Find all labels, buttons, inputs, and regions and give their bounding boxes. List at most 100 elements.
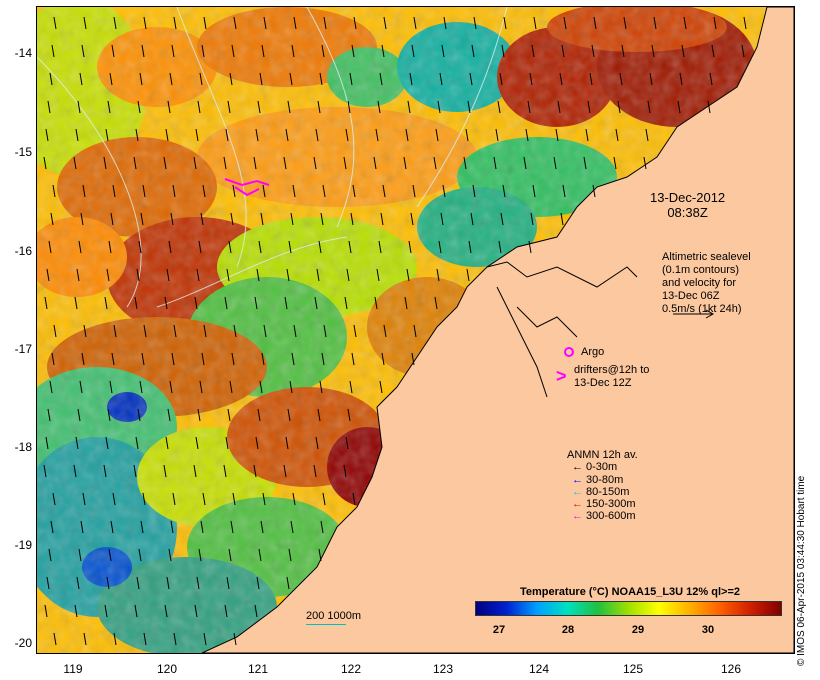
- velocity-arrow: [413, 324, 417, 338]
- lat-tick-label: -14: [14, 46, 32, 60]
- velocity-arrow: [43, 464, 47, 478]
- velocity-arrow: [47, 100, 51, 114]
- velocity-arrow: [713, 16, 717, 30]
- velocity-arrow: [233, 632, 237, 646]
- velocity-arrow: [257, 408, 261, 422]
- velocity-arrow: [78, 240, 82, 254]
- velocity-arrow: [105, 128, 109, 142]
- velocity-arrow: [136, 268, 140, 282]
- drifter-label: drifters@12h to 13-Dec 12Z: [574, 364, 649, 390]
- velocity-arrow: [111, 44, 115, 58]
- velocity-arrow: [409, 72, 413, 86]
- velocity-arrow: [623, 16, 627, 30]
- altimetry-line: and velocity for: [662, 277, 736, 289]
- lat-tick-label: -20: [14, 636, 32, 650]
- legend-item-label: 80-150m: [586, 486, 630, 498]
- velocity-scale-arrow: [673, 309, 715, 319]
- velocity-arrow: [77, 100, 81, 114]
- legend-item: ← 150-300m: [572, 498, 636, 510]
- velocity-arrow: [134, 296, 138, 310]
- velocity-arrow: [164, 296, 168, 310]
- velocity-arrow: [143, 632, 147, 646]
- velocity-arrow: [290, 520, 294, 534]
- velocity-arrow: [76, 576, 80, 590]
- velocity-arrow: [352, 184, 356, 198]
- velocity-arrow: [283, 156, 287, 170]
- velocity-arrow: [261, 352, 265, 366]
- arrow-icon: ←: [572, 461, 583, 473]
- velocity-arrow: [443, 16, 447, 30]
- velocity-arrow: [83, 632, 87, 646]
- lon-tick-label: 124: [528, 662, 550, 676]
- velocity-arrow: [171, 352, 175, 366]
- velocity-arrow: [350, 212, 354, 226]
- velocity-arrow: [165, 128, 169, 142]
- velocity-arrow: [285, 128, 289, 142]
- velocity-arrow: [197, 408, 201, 422]
- velocity-arrow: [202, 492, 206, 506]
- velocity-arrow: [473, 16, 477, 30]
- velocity-arrow: [621, 44, 625, 58]
- colorbar-tick: 29: [631, 624, 645, 636]
- velocity-arrow: [229, 72, 233, 86]
- drifter-symbol: >: [556, 366, 567, 386]
- velocity-arrow: [619, 72, 623, 86]
- velocity-arrow: [467, 100, 471, 114]
- velocity-arrow: [165, 436, 169, 450]
- velocity-arrow: [563, 16, 567, 30]
- velocity-arrow: [196, 268, 200, 282]
- drifter-line: drifters@12h to: [574, 364, 650, 376]
- lon-tick-label: 125: [622, 662, 644, 676]
- velocity-arrow: [405, 128, 409, 142]
- velocity-arrow: [442, 184, 446, 198]
- velocity-arrow: [258, 548, 262, 562]
- velocity-arrow: [166, 576, 170, 590]
- velocity-arrow: [288, 240, 292, 254]
- velocity-arrow: [346, 268, 350, 282]
- velocity-arrow: [44, 296, 48, 310]
- velocity-arrow: [79, 72, 83, 86]
- velocity-arrow: [166, 268, 170, 282]
- velocity-arrow: [257, 100, 261, 114]
- velocity-arrow: [76, 268, 80, 282]
- velocity-arrow: [592, 184, 596, 198]
- depth-scale-line: [306, 624, 346, 625]
- velocity-arrow: [557, 100, 561, 114]
- velocity-arrow: [468, 240, 472, 254]
- velocity-arrow: [293, 324, 297, 338]
- velocity-arrow: [107, 408, 111, 422]
- lat-tick-label: -18: [14, 440, 32, 454]
- velocity-arrow: [113, 16, 117, 30]
- velocity-arrow: [203, 632, 207, 646]
- velocity-arrow: [502, 184, 506, 198]
- velocity-arrow: [434, 296, 438, 310]
- velocity-arrow: [651, 44, 655, 58]
- velocity-arrow: [500, 212, 504, 226]
- velocity-arrow: [78, 548, 82, 562]
- velocity-arrow: [440, 212, 444, 226]
- velocity-arrow: [382, 184, 386, 198]
- velocity-arrow: [321, 352, 325, 366]
- velocity-arrow: [173, 16, 177, 30]
- velocity-arrow: [320, 212, 324, 226]
- velocity-arrow: [135, 128, 139, 142]
- lat-tick-label: -16: [14, 244, 32, 258]
- arrow-icon: ←: [572, 486, 583, 498]
- velocity-arrow: [256, 268, 260, 282]
- velocity-arrow: [74, 604, 78, 618]
- velocity-arrow: [463, 156, 467, 170]
- velocity-arrow: [438, 240, 442, 254]
- velocity-arrow: [81, 44, 85, 58]
- altimetry-line: 0.5m/s (1kt 24h): [662, 303, 742, 315]
- kimberley-coast-detail: [486, 261, 638, 398]
- velocity-arrow: [555, 128, 559, 142]
- velocity-arrow: [170, 212, 174, 226]
- velocity-arrow: [259, 72, 263, 86]
- velocity-arrow: [106, 268, 110, 282]
- velocity-arrow: [197, 100, 201, 114]
- velocity-arrow: [318, 240, 322, 254]
- velocity-arrow: [470, 212, 474, 226]
- velocity-arrow: [411, 352, 415, 366]
- velocity-arrow: [109, 380, 113, 394]
- altimetry-line: (0.1m contours): [662, 264, 740, 276]
